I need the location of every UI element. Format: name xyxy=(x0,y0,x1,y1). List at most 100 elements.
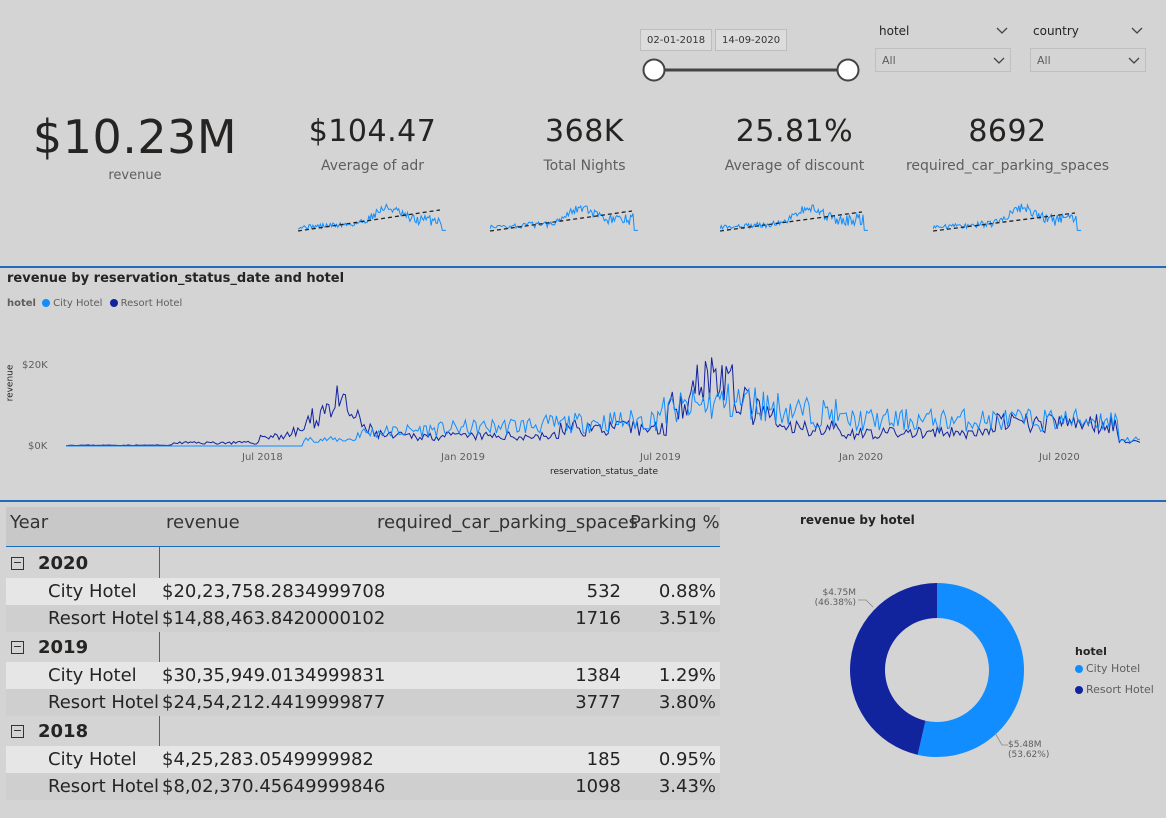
leader-line-city xyxy=(994,732,1008,746)
year-cell: 2018 xyxy=(38,721,89,742)
kpi-parking-value: 8692 xyxy=(968,114,1047,149)
kpi-parking-label: required_car_parking_spaces xyxy=(905,158,1110,174)
trend-line xyxy=(720,211,863,232)
resort-percent: (46.38%) xyxy=(814,598,856,608)
table-row: City Hotel $4,25,283.0549999982 185 0.95% xyxy=(6,746,720,773)
slider-end-handle[interactable] xyxy=(836,58,860,82)
resort-hotel-series xyxy=(65,357,1141,447)
header-revenue[interactable]: revenue xyxy=(166,512,240,533)
trend-line xyxy=(933,212,1076,232)
city-value: $5.48M xyxy=(1008,740,1042,750)
kpi-discount-label: Average of discount xyxy=(724,158,865,174)
kpi-nights-value: 368K xyxy=(545,114,624,149)
nights-sparkline xyxy=(490,204,638,232)
section-divider xyxy=(0,266,1166,268)
donut-legend-title: hotel xyxy=(1075,645,1107,658)
parking-sparkline xyxy=(933,203,1081,232)
xtick-jul-2020: Jul 2020 xyxy=(1039,452,1080,463)
line-chart-legend: hotel City Hotel Resort Hotel xyxy=(7,298,182,309)
table-group-row: −2019 xyxy=(6,634,720,661)
parking-pct-cell: 3.80% xyxy=(658,692,716,713)
chevron-down-icon[interactable] xyxy=(1129,22,1145,38)
parking-pct-cell: 1.29% xyxy=(658,665,716,686)
date-end-input[interactable]: 14-09-2020 xyxy=(715,29,788,51)
parking-cell: 185 xyxy=(586,749,621,770)
header-year[interactable]: Year xyxy=(10,512,49,533)
hotel-cell: Resort Hotel xyxy=(48,608,160,629)
donut-legend-city[interactable]: City Hotel xyxy=(1075,662,1154,675)
trend-line xyxy=(490,210,633,232)
hotel-dropdown-value: All xyxy=(882,54,896,67)
donut-legend-resort[interactable]: Resort Hotel xyxy=(1075,683,1154,696)
leader-line-resort xyxy=(858,599,874,608)
donut-legend: hotel City Hotel Resort Hotel xyxy=(1075,645,1154,696)
parking-pct-cell: 0.95% xyxy=(658,749,716,770)
revenue-cell: $14,88,463.8420000102 xyxy=(162,608,386,629)
chevron-down-icon xyxy=(1128,57,1140,64)
line-chart-xlabel: reservation_status_date xyxy=(550,467,658,477)
revenue-cell: $30,35,949.0134999831 xyxy=(162,665,386,686)
xtick-jan-2019: Jan 2019 xyxy=(441,452,486,463)
donut-city-label: $5.48M (53.62%) xyxy=(1008,740,1049,760)
revenue-cell: $4,25,283.0549999982 xyxy=(162,749,374,770)
header-parking-spaces[interactable]: required_car_parking_spaces xyxy=(377,512,639,533)
revenue-cell: $24,54,212.4419999877 xyxy=(162,692,386,713)
donut-resort-label: $4.75M (46.38%) xyxy=(808,588,856,608)
table-row: City Hotel $30,35,949.0134999831 1384 1.29% xyxy=(6,662,720,689)
collapse-icon[interactable]: − xyxy=(11,556,24,570)
resort-hotel-legend-dot xyxy=(109,299,118,307)
xtick-jan-2020: Jan 2020 xyxy=(839,452,884,463)
collapse-icon[interactable]: − xyxy=(11,724,24,738)
ytick-20k: $20K xyxy=(22,360,48,371)
collapse-icon[interactable]: − xyxy=(11,640,24,654)
parking-pct-cell: 3.51% xyxy=(658,608,716,629)
city-percent: (53.62%) xyxy=(1008,750,1050,760)
city-hotel-legend-dot xyxy=(42,299,51,307)
hotel-dropdown[interactable]: All xyxy=(875,48,1011,72)
revenue-donut-chart xyxy=(850,583,1025,757)
country-dropdown[interactable]: All xyxy=(1030,48,1146,72)
date-range-slider[interactable] xyxy=(640,56,862,84)
kpi-adr-label: Average of adr xyxy=(320,158,425,174)
table-row: Resort Hotel $24,54,212.4419999877 3777 3.8… xyxy=(6,689,720,716)
chevron-down-icon[interactable] xyxy=(994,22,1010,38)
parking-cell: 532 xyxy=(586,581,621,602)
hotel-cell: City Hotel xyxy=(48,581,137,602)
table-row: City Hotel $20,23,758.2834999708 532 0.88% xyxy=(6,578,720,605)
hotel-cell: City Hotel xyxy=(48,749,137,770)
ytick-0k: $0K xyxy=(28,441,48,452)
year-cell: 2019 xyxy=(38,637,89,658)
revenue-line-chart xyxy=(65,357,1141,447)
kpi-adr-value: $104.47 xyxy=(308,114,437,149)
table-row: Resort Hotel $8,02,370.45649999846 1098 3.4… xyxy=(6,773,720,800)
table-group-row: −2018 xyxy=(6,718,720,745)
legend-item-resort[interactable]: Resort Hotel xyxy=(120,298,183,309)
resort-value: $4.75M xyxy=(822,588,856,598)
header-underline xyxy=(6,546,720,547)
revenue-cell: $20,23,758.2834999708 xyxy=(162,581,386,602)
xtick-jul-2019: Jul 2019 xyxy=(640,452,681,463)
kpi-revenue-value: $10.23M xyxy=(32,110,238,164)
city-hotel-legend-dot xyxy=(1075,665,1083,673)
hotel-cell: City Hotel xyxy=(48,665,137,686)
slider-start-handle[interactable] xyxy=(642,58,666,82)
year-cell: 2020 xyxy=(38,553,89,574)
discount-sparkline xyxy=(720,204,868,232)
parking-pct-cell: 3.43% xyxy=(658,776,716,797)
date-start-input[interactable]: 02-01-2018 xyxy=(640,29,713,51)
legend-item-city[interactable]: City Hotel xyxy=(53,298,103,309)
table-row: Resort Hotel $14,88,463.8420000102 1716 3.5… xyxy=(6,605,720,632)
resort-hotel-legend-dot xyxy=(1075,686,1083,694)
donut-slice-city-hotel[interactable] xyxy=(917,583,1025,757)
header-parking-pct[interactable]: Parking % xyxy=(630,512,720,533)
donut-slice-resort-hotel[interactable] xyxy=(850,583,937,755)
table-group-row: −2020 xyxy=(6,550,720,577)
hotel-cell: Resort Hotel xyxy=(48,692,160,713)
section-divider xyxy=(0,500,1166,502)
kpi-revenue-label: revenue xyxy=(108,168,162,183)
chevron-down-icon xyxy=(993,57,1005,64)
table-header-row xyxy=(6,507,720,547)
parking-pct-cell: 0.88% xyxy=(658,581,716,602)
legend-title: hotel xyxy=(7,298,36,309)
hotel-cell: Resort Hotel xyxy=(48,776,160,797)
